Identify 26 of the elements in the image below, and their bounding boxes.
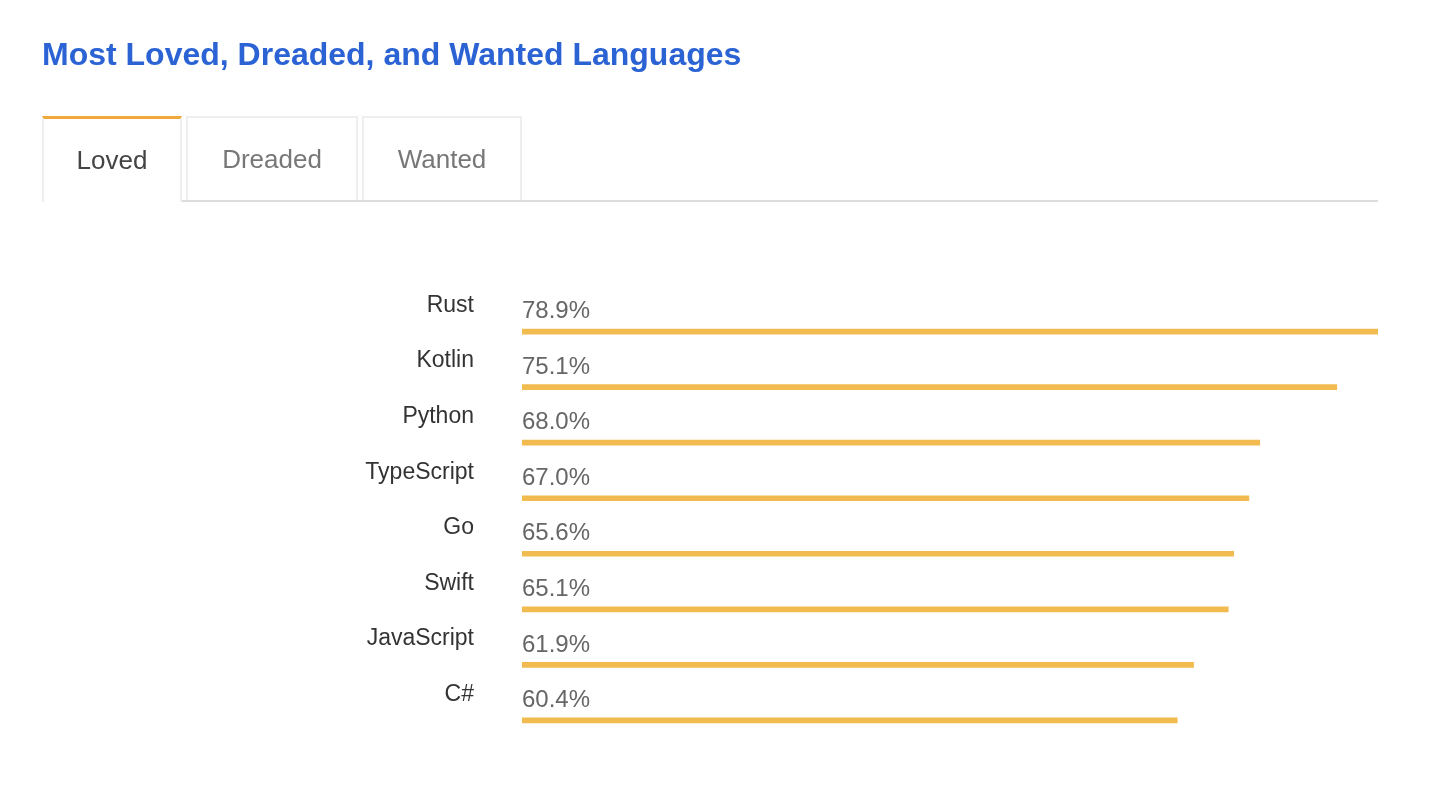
y-tick-label: Go: [443, 513, 474, 540]
chart-title: Most Loved, Dreaded, and Wanted Languages: [42, 36, 742, 73]
y-tick-label: Python: [402, 402, 474, 429]
y-tick-label: Swift: [424, 568, 475, 595]
data-label: 60.4%: [522, 685, 591, 713]
y-tick-label: Kotlin: [416, 346, 474, 373]
bar: [522, 550, 1235, 557]
data-label: 78.9%: [522, 296, 591, 324]
text: Loved: [42, 116, 182, 202]
data-label: 67.0%: [522, 462, 591, 490]
text: Wanted: [362, 116, 522, 200]
data-label: 61.9%: [522, 629, 591, 657]
bar: [522, 606, 1229, 613]
data-label: 65.6%: [522, 518, 591, 546]
bar: [522, 439, 1261, 446]
bar: [522, 662, 1194, 668]
data-label: 75.1%: [522, 351, 591, 379]
y-tick-label: JavaScript: [366, 624, 475, 651]
data-label: 65.1%: [522, 573, 591, 601]
bar: [522, 495, 1250, 502]
y-tick-label: C#: [444, 679, 475, 706]
bar: [522, 384, 1338, 390]
y-tick-label: TypeScript: [365, 457, 475, 484]
y-tick-label: Rust: [426, 290, 475, 317]
text: Dreaded: [186, 116, 358, 200]
data-label: 68.0%: [522, 407, 591, 435]
